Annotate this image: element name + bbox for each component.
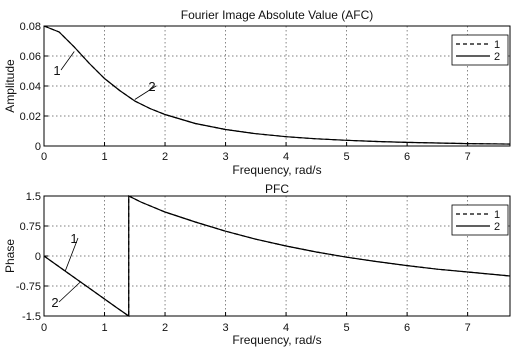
legend-entry-1: 1: [494, 209, 500, 221]
y-tick-label: 0: [35, 251, 41, 263]
chart-title: PFC: [265, 182, 289, 196]
x-axis-label: Frequency, rad/s: [232, 333, 321, 347]
y-tick-label: 0.04: [20, 81, 41, 93]
y-tick-label: 0.02: [20, 111, 41, 123]
annotation-pointer: [60, 51, 75, 71]
annotation-pointer: [64, 237, 79, 272]
annotation-pointer: [58, 281, 81, 303]
series-line-2: [43, 195, 511, 318]
x-tick-label: 5: [344, 151, 350, 163]
series-line-1: [43, 25, 511, 145]
annotation-label-1: 1: [53, 63, 60, 78]
x-tick-label: 4: [283, 322, 289, 334]
chart-panel-1: Fourier Image Absolute Value (AFC)0 1 2 3 4 5…: [3, 8, 511, 177]
legend-entry-1: 1: [494, 39, 500, 51]
x-tick-label: 6: [404, 322, 410, 334]
legend: 12: [451, 34, 509, 66]
x-tick-label: 2: [162, 322, 168, 334]
annotation-pointer: [134, 85, 157, 100]
x-tick-label: 1: [101, 151, 107, 163]
annotation-label-2: 2: [148, 79, 155, 94]
legend-box: [451, 204, 509, 236]
legend: 12: [451, 204, 509, 236]
y-tick-label: 1.5: [26, 191, 41, 203]
x-tick-label: 1: [101, 322, 107, 334]
legend-entry-2: 2: [494, 221, 500, 233]
x-tick-label: 0: [41, 322, 47, 334]
series-line-2: [43, 25, 511, 145]
y-tick-label: -0.75: [16, 281, 41, 293]
x-tick-label: 2: [162, 151, 168, 163]
x-axis-label: Frequency, rad/s: [232, 163, 321, 177]
y-tick-label: 0.06: [20, 51, 41, 63]
annotation-label-1: 1: [70, 231, 77, 246]
x-tick-label: 3: [222, 322, 228, 334]
x-tick-label: 0: [41, 151, 47, 163]
x-tick-label: 7: [465, 322, 471, 334]
y-axis-label: Amplitude: [3, 59, 17, 113]
legend-entry-2: 2: [494, 51, 500, 63]
y-axis-label: Phase: [3, 239, 17, 273]
y-tick-label: 0: [35, 141, 41, 153]
x-tick-label: 4: [283, 151, 289, 163]
chart-title: Fourier Image Absolute Value (AFC): [181, 8, 374, 22]
legend-box: [451, 34, 509, 66]
x-tick-label: 3: [222, 151, 228, 163]
y-tick-label: -1.5: [22, 311, 41, 323]
x-tick-label: 7: [465, 151, 471, 163]
y-tick-label: 0.08: [20, 21, 41, 33]
y-tick-label: 0.75: [20, 221, 41, 233]
x-tick-label: 6: [404, 151, 410, 163]
annotation-label-2: 2: [51, 295, 58, 310]
x-tick-label: 5: [344, 322, 350, 334]
